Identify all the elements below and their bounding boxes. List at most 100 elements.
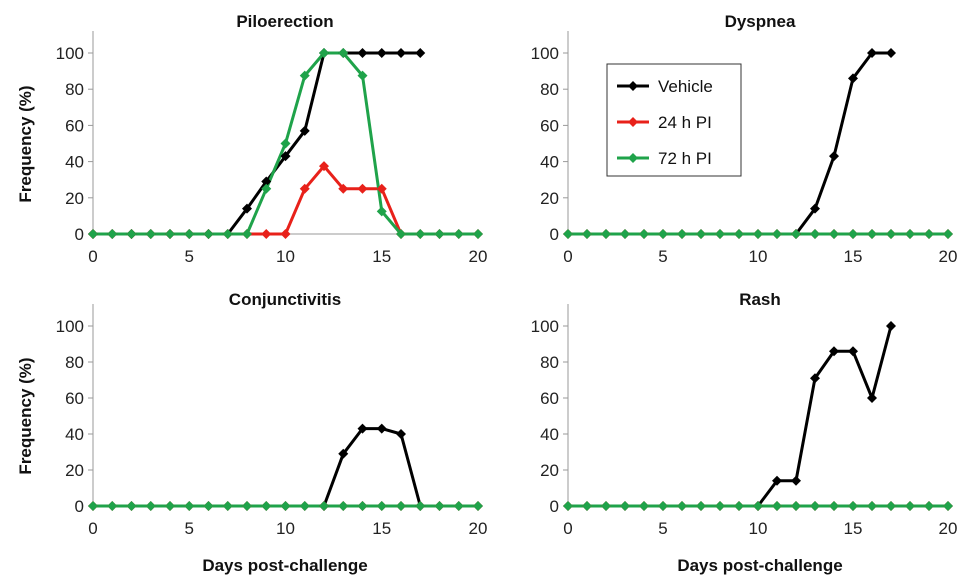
data-point-72-h-pi bbox=[453, 229, 464, 239]
data-point-72-h-pi bbox=[772, 501, 782, 511]
y-tick-label: 40 bbox=[540, 153, 559, 172]
y-tick-label: 40 bbox=[65, 153, 84, 172]
series-line-vehicle bbox=[322, 427, 422, 507]
panel-title: Piloerection bbox=[236, 12, 333, 31]
data-point-72-h-pi bbox=[473, 501, 483, 511]
data-point-72-h-pi bbox=[791, 229, 801, 239]
data-point-vehicle bbox=[867, 48, 877, 58]
data-point-vehicle bbox=[791, 475, 801, 486]
data-point-vehicle bbox=[829, 346, 839, 357]
data-point-72-h-pi bbox=[753, 229, 763, 239]
data-point-72-h-pi bbox=[867, 229, 877, 239]
y-tick-label: 80 bbox=[540, 353, 559, 372]
data-point-72-h-pi bbox=[222, 501, 233, 511]
x-tick-label: 10 bbox=[749, 247, 768, 266]
x-tick-label: 0 bbox=[563, 247, 572, 266]
data-point-72-h-pi bbox=[715, 229, 725, 239]
data-point-72-h-pi bbox=[203, 229, 214, 239]
panel-conjunctivitis: 0 20 40 60 80 100 0 5 10 15 20 Conjunctivitis bbox=[56, 290, 488, 538]
data-point-72-h-pi bbox=[791, 501, 801, 511]
y-tick-label: 20 bbox=[65, 189, 84, 208]
panel-title: Conjunctivitis bbox=[229, 290, 341, 309]
data-point-vehicle bbox=[396, 48, 406, 58]
x-tick-label: 10 bbox=[276, 247, 295, 266]
data-point-72-h-pi bbox=[829, 229, 839, 239]
x-tick-label: 15 bbox=[372, 247, 391, 266]
y-tick-label: 0 bbox=[550, 497, 559, 516]
legend-swatch-marker bbox=[628, 81, 638, 91]
data-point-72-h-pi bbox=[107, 229, 118, 239]
data-point-72-h-pi bbox=[280, 501, 291, 511]
x-tick-label: 5 bbox=[185, 519, 194, 538]
data-point-vehicle bbox=[261, 176, 272, 187]
data-point-72-h-pi bbox=[434, 229, 445, 239]
data-point-72-h-pi bbox=[299, 501, 310, 511]
data-point-72-h-pi bbox=[319, 501, 329, 511]
data-point-vehicle bbox=[772, 475, 782, 486]
legend-swatch-marker bbox=[628, 153, 638, 163]
y-tick-label: 40 bbox=[65, 425, 84, 444]
y-tick-label: 0 bbox=[75, 497, 84, 516]
data-point-72-h-pi bbox=[734, 229, 744, 239]
data-point-vehicle bbox=[810, 373, 820, 384]
y-tick-label: 60 bbox=[65, 116, 84, 135]
y-tick-label: 80 bbox=[65, 80, 84, 99]
data-point-72-h-pi bbox=[376, 501, 387, 511]
y-tick-label: 20 bbox=[540, 461, 559, 480]
data-point-72-h-pi bbox=[677, 501, 687, 511]
data-point-72-h-pi bbox=[810, 501, 820, 511]
x-tick-label: 5 bbox=[658, 519, 667, 538]
data-point-72-h-pi bbox=[715, 501, 725, 511]
data-point-72-h-pi bbox=[184, 501, 195, 511]
data-point-72-h-pi bbox=[126, 501, 137, 511]
legend-swatch-marker bbox=[628, 117, 638, 127]
data-point-72-h-pi bbox=[126, 229, 137, 239]
series-line-vehicle bbox=[794, 51, 891, 235]
data-point-72-h-pi bbox=[88, 501, 98, 511]
y-tick-label: 0 bbox=[550, 225, 559, 244]
data-point-72-h-pi bbox=[242, 229, 252, 239]
x-tick-label: 20 bbox=[939, 247, 958, 266]
data-point-vehicle bbox=[357, 48, 368, 58]
data-point-72-h-pi bbox=[924, 501, 934, 511]
x-tick-label: 15 bbox=[844, 247, 863, 266]
data-point-vehicle bbox=[867, 393, 877, 403]
panel-dyspnea: 0 20 40 60 80 100 0 5 10 15 20 Dyspnea bbox=[531, 12, 958, 266]
data-point-72-h-pi bbox=[810, 229, 820, 239]
data-point-24-h-pi bbox=[357, 183, 368, 194]
data-point-72-h-pi bbox=[261, 501, 272, 511]
data-point-72-h-pi bbox=[677, 229, 687, 239]
x-tick-label: 20 bbox=[939, 519, 958, 538]
data-point-72-h-pi bbox=[848, 229, 858, 239]
data-point-vehicle bbox=[280, 151, 291, 162]
x-tick-label: 5 bbox=[658, 247, 667, 266]
data-point-72-h-pi bbox=[829, 501, 839, 511]
series-line-24-h-pi bbox=[93, 164, 478, 236]
data-point-72-h-pi bbox=[376, 206, 387, 217]
panel-title: Dyspnea bbox=[725, 12, 796, 31]
data-point-72-h-pi bbox=[582, 501, 592, 511]
data-point-72-h-pi bbox=[639, 501, 649, 511]
x-tick-label: 15 bbox=[372, 519, 391, 538]
y-axis-label-bottom: Frequency (%) bbox=[16, 357, 35, 474]
data-point-72-h-pi bbox=[338, 48, 349, 58]
data-point-72-h-pi bbox=[772, 229, 782, 239]
y-tick-label: 100 bbox=[531, 44, 559, 63]
data-point-vehicle bbox=[886, 48, 896, 58]
data-point-72-h-pi bbox=[905, 501, 915, 511]
data-point-72-h-pi bbox=[696, 501, 706, 511]
legend-label: 24 h PI bbox=[658, 113, 712, 132]
data-point-vehicle bbox=[242, 203, 252, 214]
data-point-vehicle bbox=[810, 203, 820, 214]
data-point-vehicle bbox=[338, 448, 349, 459]
x-tick-label: 20 bbox=[469, 519, 488, 538]
data-point-72-h-pi bbox=[563, 501, 573, 511]
data-point-72-h-pi bbox=[242, 501, 252, 511]
y-tick-label: 80 bbox=[65, 353, 84, 372]
data-point-72-h-pi bbox=[338, 501, 349, 511]
data-point-24-h-pi bbox=[376, 183, 387, 194]
data-point-72-h-pi bbox=[620, 229, 630, 239]
data-point-72-h-pi bbox=[145, 229, 156, 239]
